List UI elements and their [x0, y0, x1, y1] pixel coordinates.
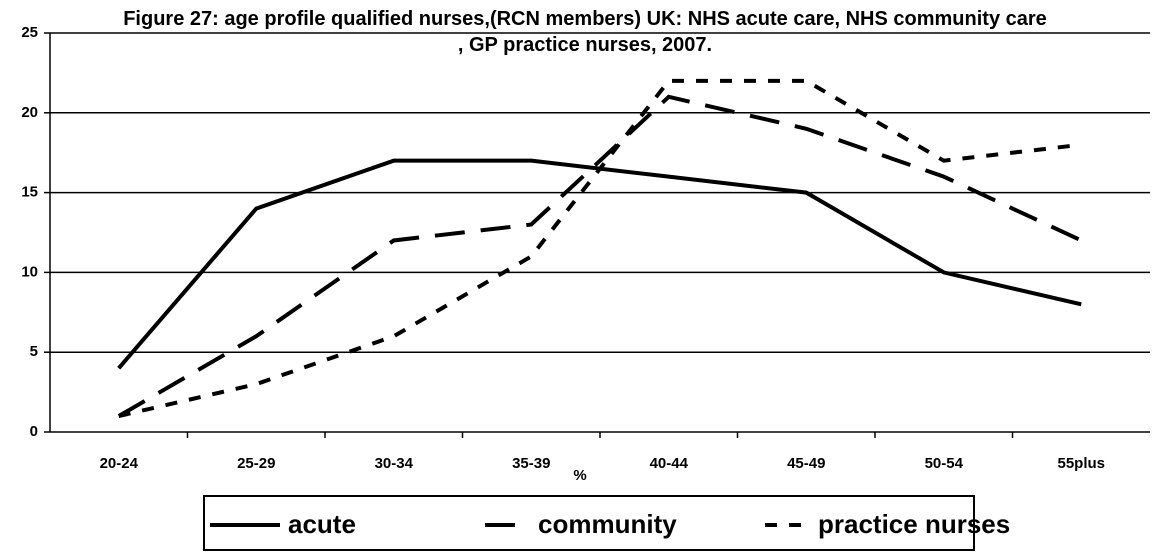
- y-tick-label: 20: [21, 104, 38, 121]
- legend-label: acute: [288, 509, 356, 539]
- x-tick-label: 45-49: [787, 455, 825, 472]
- y-tick-label: 15: [21, 184, 38, 201]
- x-tick-label: 25-29: [237, 455, 275, 472]
- series-line: [117, 158, 1082, 370]
- x-tick-label: 55plus: [1057, 455, 1105, 472]
- y-tick-label: 0: [30, 423, 38, 440]
- x-tick-label: 35-39: [512, 455, 550, 472]
- legend: acute community practice nurses: [203, 495, 1010, 551]
- x-tick-label: 20-24: [100, 455, 139, 472]
- series-line: [117, 94, 1083, 418]
- x-axis-label: %: [573, 467, 586, 484]
- y-tick-label: 10: [21, 263, 38, 280]
- x-tick-label: 50-54: [925, 455, 964, 472]
- series-line: [118, 78, 1082, 418]
- y-tick-label: 5: [30, 343, 38, 360]
- y-tick-label: 25: [21, 24, 38, 41]
- legend-box: [203, 495, 975, 551]
- legend-label: community: [538, 509, 677, 539]
- legend-label: practice nurses: [818, 509, 1010, 539]
- x-tick-label: 30-34: [375, 455, 414, 472]
- chart-title: Figure 27: age profile qualified nurses,…: [123, 8, 1047, 56]
- x-tick-label: 40-44: [650, 455, 689, 472]
